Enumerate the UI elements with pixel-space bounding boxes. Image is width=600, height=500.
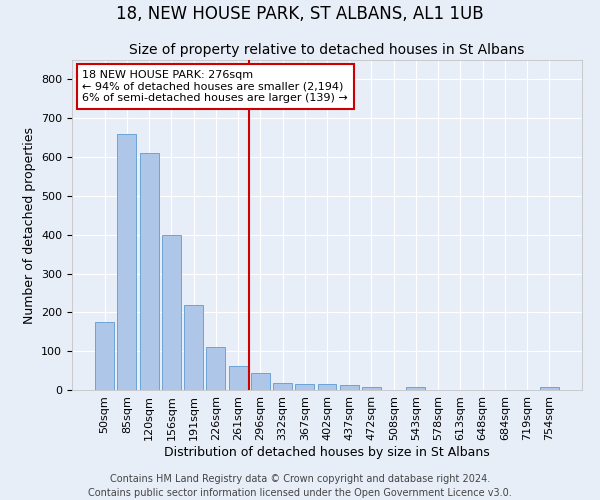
Bar	[118, 134, 136, 390]
Title: Size of property relative to detached houses in St Albans: Size of property relative to detached ho…	[130, 44, 524, 58]
Bar	[140, 153, 158, 390]
Bar	[340, 385, 359, 390]
Text: 18, NEW HOUSE PARK, ST ALBANS, AL1 1UB: 18, NEW HOUSE PARK, ST ALBANS, AL1 1UB	[116, 5, 484, 23]
Bar	[95, 322, 114, 390]
X-axis label: Distribution of detached houses by size in St Albans: Distribution of detached houses by size …	[164, 446, 490, 458]
Bar	[317, 384, 337, 390]
Bar	[229, 366, 248, 390]
Y-axis label: Number of detached properties: Number of detached properties	[23, 126, 35, 324]
Bar	[362, 387, 381, 390]
Bar	[540, 387, 559, 390]
Text: 18 NEW HOUSE PARK: 276sqm
← 94% of detached houses are smaller (2,194)
6% of sem: 18 NEW HOUSE PARK: 276sqm ← 94% of detac…	[82, 70, 348, 103]
Text: Contains HM Land Registry data © Crown copyright and database right 2024.
Contai: Contains HM Land Registry data © Crown c…	[88, 474, 512, 498]
Bar	[251, 374, 270, 390]
Bar	[162, 234, 181, 390]
Bar	[406, 387, 425, 390]
Bar	[273, 383, 292, 390]
Bar	[206, 348, 225, 390]
Bar	[295, 384, 314, 390]
Bar	[184, 306, 203, 390]
